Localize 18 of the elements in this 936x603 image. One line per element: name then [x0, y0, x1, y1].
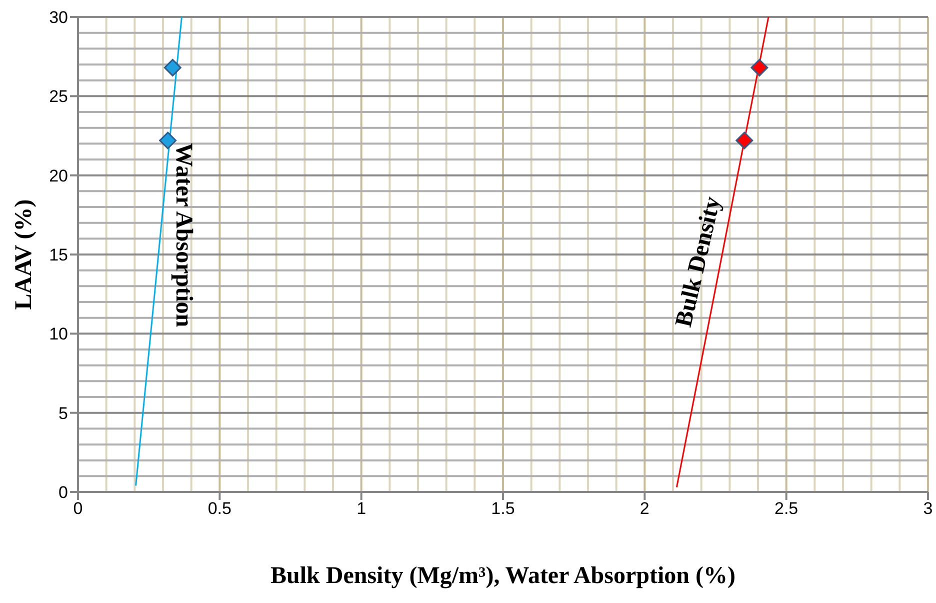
x-tick-label: 2.5 — [774, 499, 798, 518]
x-tick-label: 0 — [73, 499, 83, 518]
y-tick-label: 30 — [49, 8, 68, 28]
y-tick-label: 25 — [49, 87, 68, 106]
x-tick-label: 1 — [356, 499, 366, 518]
x-tick-label: 1.5 — [491, 499, 515, 518]
y-axis-title: LAAV (%) — [11, 199, 37, 310]
x-tick-label: 0.5 — [208, 499, 232, 518]
y-tick-label: 20 — [49, 166, 68, 186]
annotation: Bulk Density — [670, 194, 727, 330]
annotation: Water Absorption — [169, 142, 196, 328]
y-tick-label: 15 — [49, 246, 68, 265]
y-tick-label: 0 — [58, 483, 68, 502]
y-tick-label: 10 — [49, 324, 68, 344]
y-tick-label: 5 — [58, 404, 68, 423]
x-axis-title: Bulk Density (Mg/m³), Water Absorption (%) — [270, 563, 736, 589]
x-tick-label: 3 — [923, 499, 933, 518]
x-tick-label: 2 — [640, 499, 650, 518]
